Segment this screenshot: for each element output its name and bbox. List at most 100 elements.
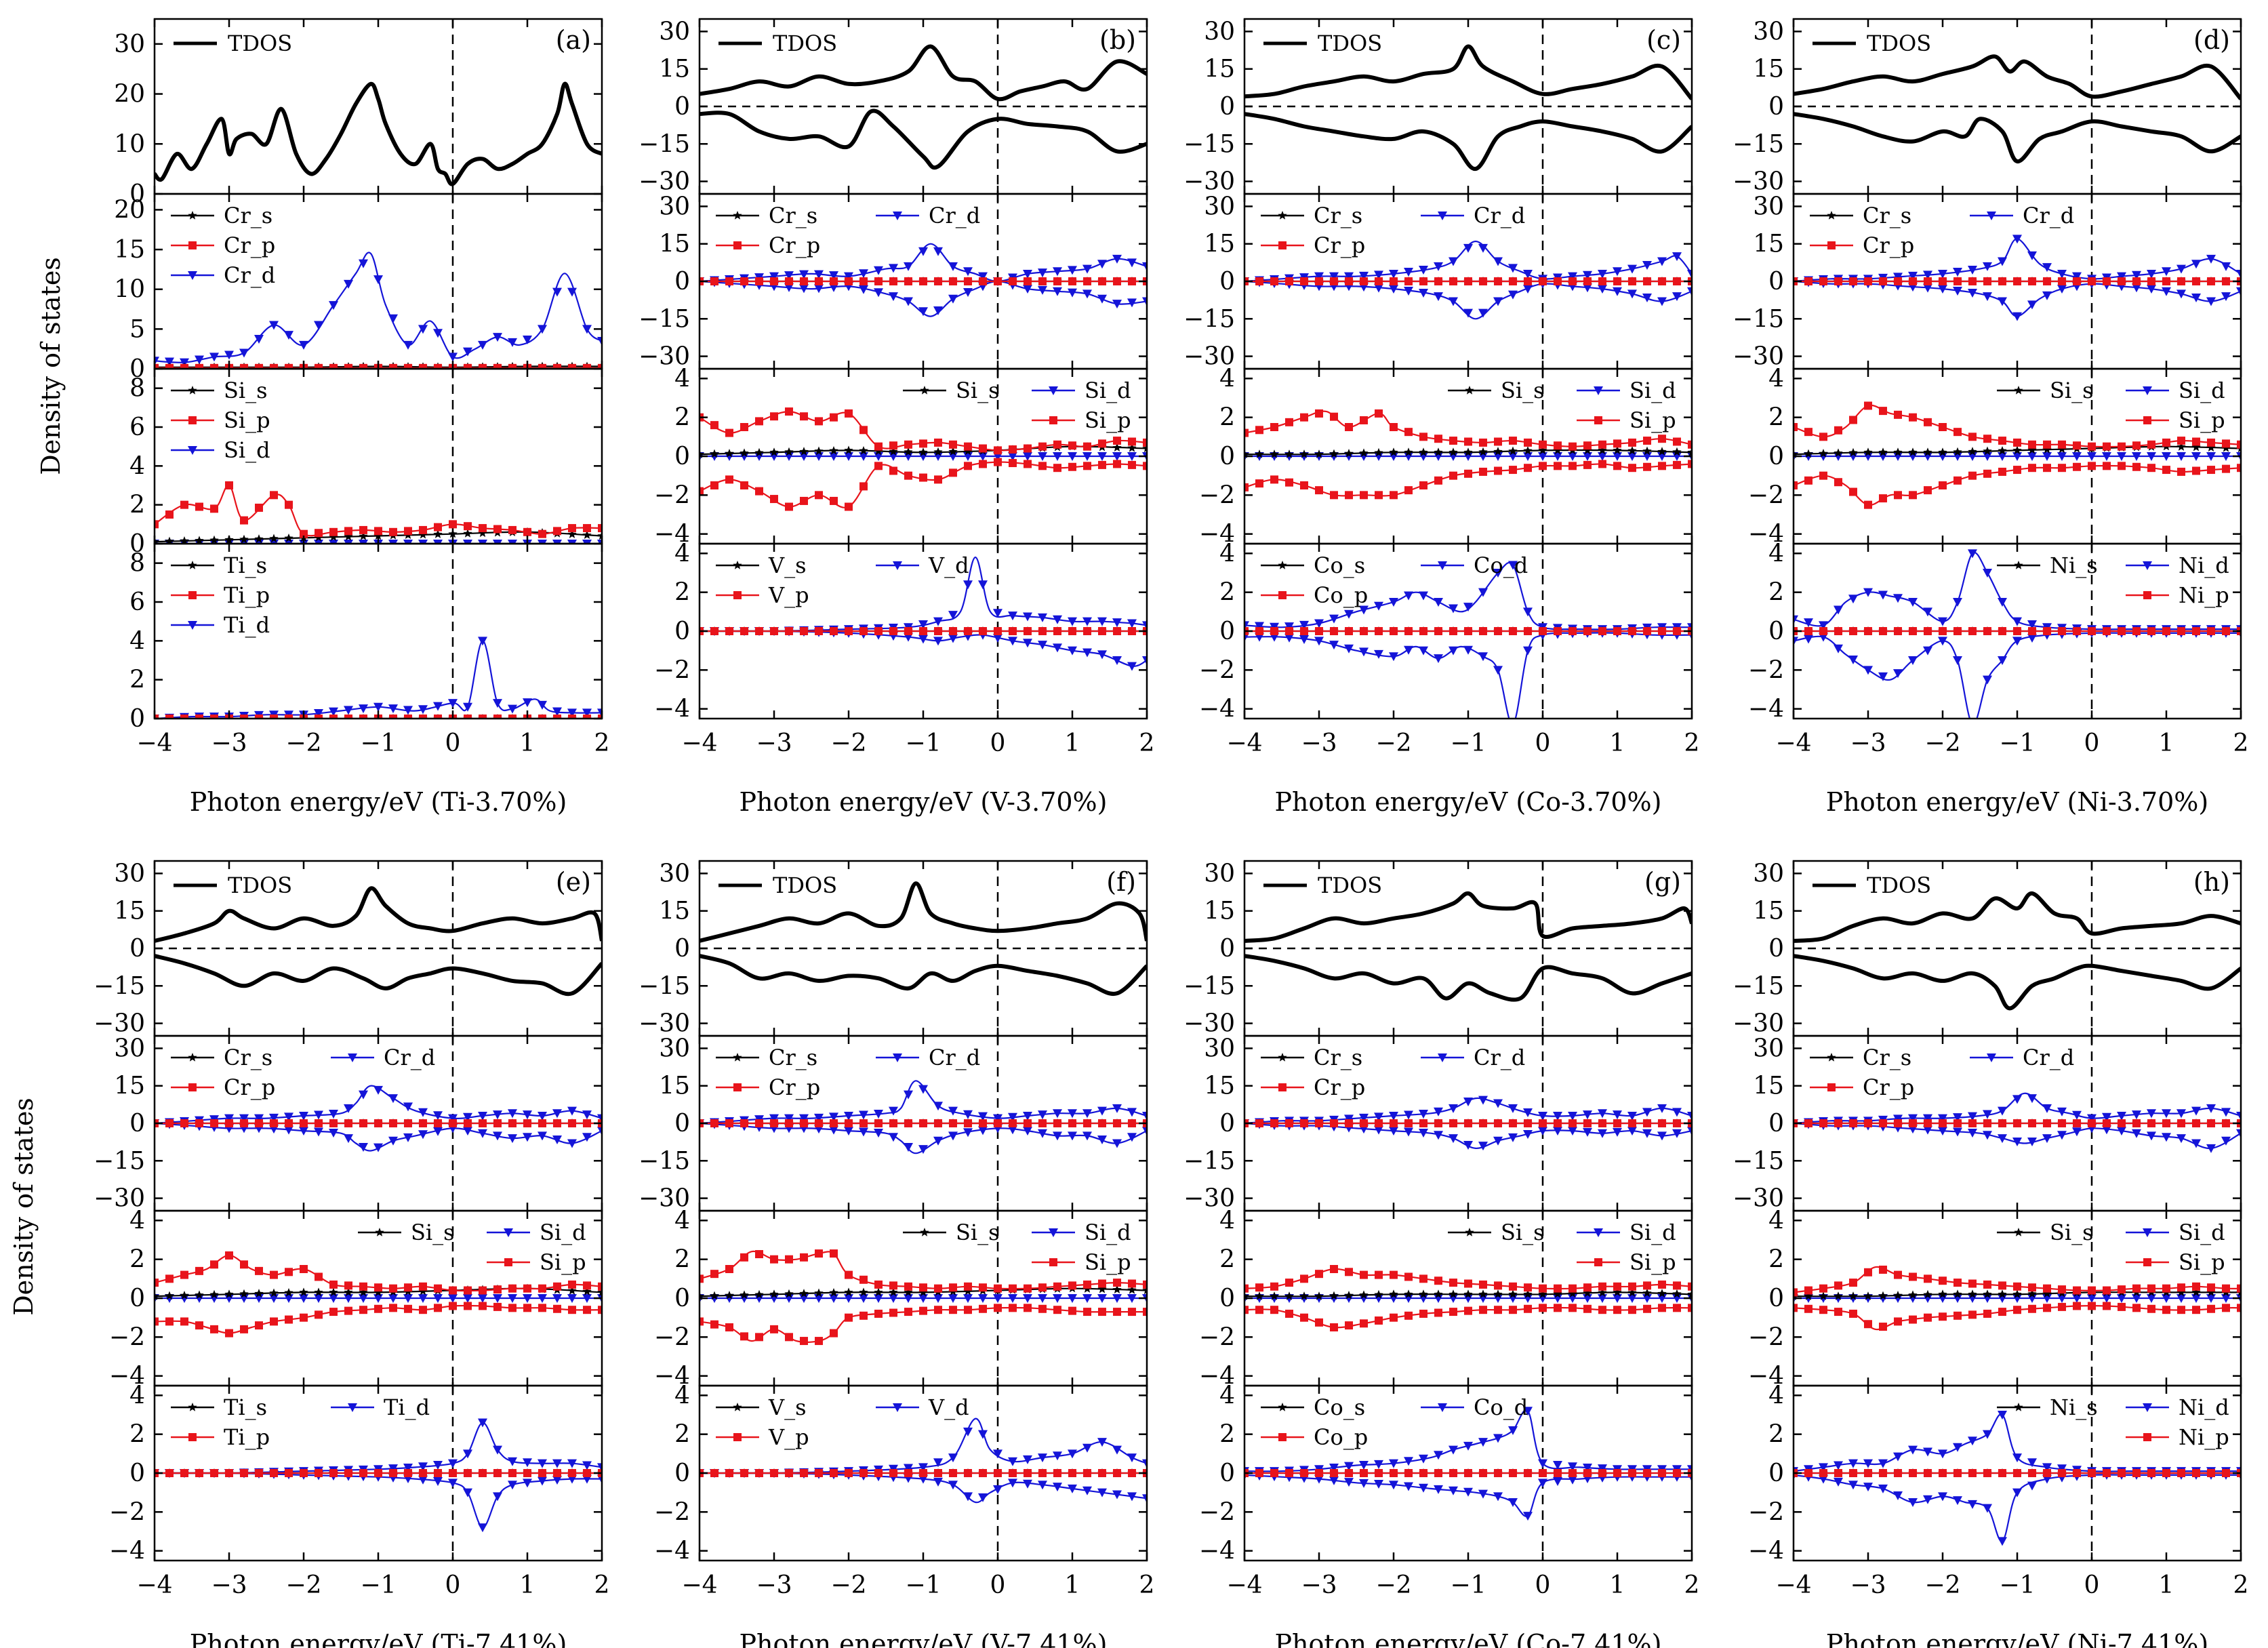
data-point-Si_d xyxy=(538,1294,547,1303)
data-point-Ni_p xyxy=(1983,1469,1991,1477)
y-tick-label: 0 xyxy=(1768,1110,1784,1138)
data-point-Si_d xyxy=(874,1294,883,1303)
data-point-Si_s xyxy=(963,1286,973,1295)
data-point-V_d_dn xyxy=(1068,646,1077,656)
data-point-Cr_d_up xyxy=(1553,1111,1562,1121)
y-tick-label: 2 xyxy=(1768,579,1784,607)
x-tick-label: −3 xyxy=(1301,729,1337,757)
data-point-V_d_up xyxy=(1127,619,1137,628)
data-point-Ti_p xyxy=(344,1469,352,1477)
data-point-Si_p_up xyxy=(2162,438,2170,447)
data-point-Ti_p xyxy=(404,715,412,719)
legend-marker-Ti_d xyxy=(348,1403,357,1412)
data-point-Cr_d_dn xyxy=(2147,285,2156,294)
data-point-Si_d xyxy=(597,540,602,544)
legend-label: V_p xyxy=(768,582,809,608)
data-point-Si_p xyxy=(195,502,203,511)
data-point-V_p xyxy=(934,1469,942,1477)
data-point-Si_p_dn xyxy=(2162,1306,2170,1314)
data-point-Si_d xyxy=(403,540,413,544)
data-point-Si_p_up xyxy=(508,1284,517,1293)
data-point-Si_d xyxy=(769,452,779,461)
data-point-Si_s xyxy=(2176,1287,2186,1297)
legend-marker-Cr_s xyxy=(1827,211,1836,220)
data-point-Si_s xyxy=(725,1291,734,1300)
legend: Ni_sNi_pNi_d xyxy=(1997,552,2229,608)
data-point-Cr_p xyxy=(1434,1119,1442,1127)
data-point-Ti_p xyxy=(240,715,248,719)
data-point-Si_p_up xyxy=(1968,1279,1977,1288)
legend-marker-Si_s xyxy=(920,1228,929,1237)
data-point-Cr_p xyxy=(419,1119,427,1127)
y-tick-label: −15 xyxy=(1183,305,1235,333)
data-point-Cr_d_up xyxy=(1127,1108,1137,1117)
data-point-Si_s xyxy=(1127,443,1137,452)
y-tick-label: −2 xyxy=(654,656,690,684)
data-point-Si_s xyxy=(155,537,159,544)
data-point-V_p xyxy=(1098,1469,1106,1477)
data-point-Cr_p xyxy=(2103,1119,2111,1127)
data-point-Si_p_up xyxy=(700,1274,704,1283)
data-point-Si_d xyxy=(1053,1294,1062,1303)
data-point-Ni_p xyxy=(2028,627,2036,635)
data-point-Ni_d_up xyxy=(1834,605,1843,615)
data-point-Cr_d xyxy=(418,325,428,334)
data-point-Si_s xyxy=(1908,447,1918,456)
data-point-Cr_d_dn xyxy=(2162,287,2171,296)
series-line-TDOS_up xyxy=(1794,891,2241,943)
data-point-Cr_d xyxy=(284,331,293,340)
legend-marker-Cr_d xyxy=(348,1053,357,1062)
y-tick-label: −15 xyxy=(1183,1147,1235,1175)
data-point-Si_s xyxy=(1449,447,1458,456)
legend-label: TDOS xyxy=(1318,872,1382,898)
data-point-Ni_p xyxy=(1939,627,1947,635)
data-point-V_p xyxy=(1113,1469,1121,1477)
data-point-Si_p_up xyxy=(434,1284,442,1293)
data-point-Si_p_dn xyxy=(1673,1304,1681,1312)
data-point-Si_p_dn xyxy=(1143,462,1147,470)
data-point-Ti_p xyxy=(508,1469,517,1477)
data-point-Si_s xyxy=(359,1287,368,1297)
data-point-V_p xyxy=(725,627,733,635)
data-point-Cr_d_up xyxy=(1583,270,1592,280)
data-point-Cr_d_dn xyxy=(1983,292,1992,302)
data-point-Si_d xyxy=(1523,1294,1533,1303)
data-point-Cr_p xyxy=(300,1119,308,1127)
data-point-Si_p_up xyxy=(800,1253,808,1262)
data-point-Cr_p xyxy=(1598,1119,1606,1127)
data-point-Si_d xyxy=(1374,1294,1383,1303)
data-point-Ti_p xyxy=(195,715,203,719)
data-point-Si_p_dn xyxy=(434,1304,442,1312)
data-point-Si_p_dn xyxy=(1688,1304,1692,1312)
data-point-Si_p_up xyxy=(815,1249,823,1258)
data-point-Cr_p xyxy=(1300,1119,1308,1127)
data-point-Ni_d_dn xyxy=(2012,637,2022,646)
y-tick-label: −30 xyxy=(1183,343,1235,371)
data-point-Si_d xyxy=(1389,452,1398,461)
legend-label: Si_p xyxy=(224,407,270,433)
data-point-Si_d xyxy=(978,452,988,461)
data-point-Si_p_dn xyxy=(1554,462,1562,470)
data-point-Cr_d_up xyxy=(508,1109,517,1119)
data-point-Si_p xyxy=(240,516,248,525)
series-line-TDOS xyxy=(155,81,602,186)
y-tick-label: 0 xyxy=(1768,935,1784,963)
data-point-Si_d xyxy=(1983,1294,1992,1303)
y-tick-label: −30 xyxy=(639,168,690,196)
data-point-Cr_d_up xyxy=(1082,264,1092,274)
data-point-Cr_d_up xyxy=(1463,1098,1473,1107)
data-point-Ti_d xyxy=(344,706,353,715)
data-point-Cr_d_dn xyxy=(829,1125,838,1135)
data-point-Cr_d_dn xyxy=(2072,1127,2082,1137)
data-point-Si_p xyxy=(315,529,323,538)
data-point-Cr_p xyxy=(508,1119,517,1127)
data-point-Cr_p xyxy=(2222,277,2230,285)
data-point-Cr_d_up xyxy=(1112,254,1122,264)
data-point-Cr_d_up xyxy=(314,1110,323,1120)
data-point-Si_p_dn xyxy=(374,1304,382,1313)
data-point-Si_p_dn xyxy=(1628,464,1636,473)
data-point-V_d_up xyxy=(1038,1453,1047,1463)
